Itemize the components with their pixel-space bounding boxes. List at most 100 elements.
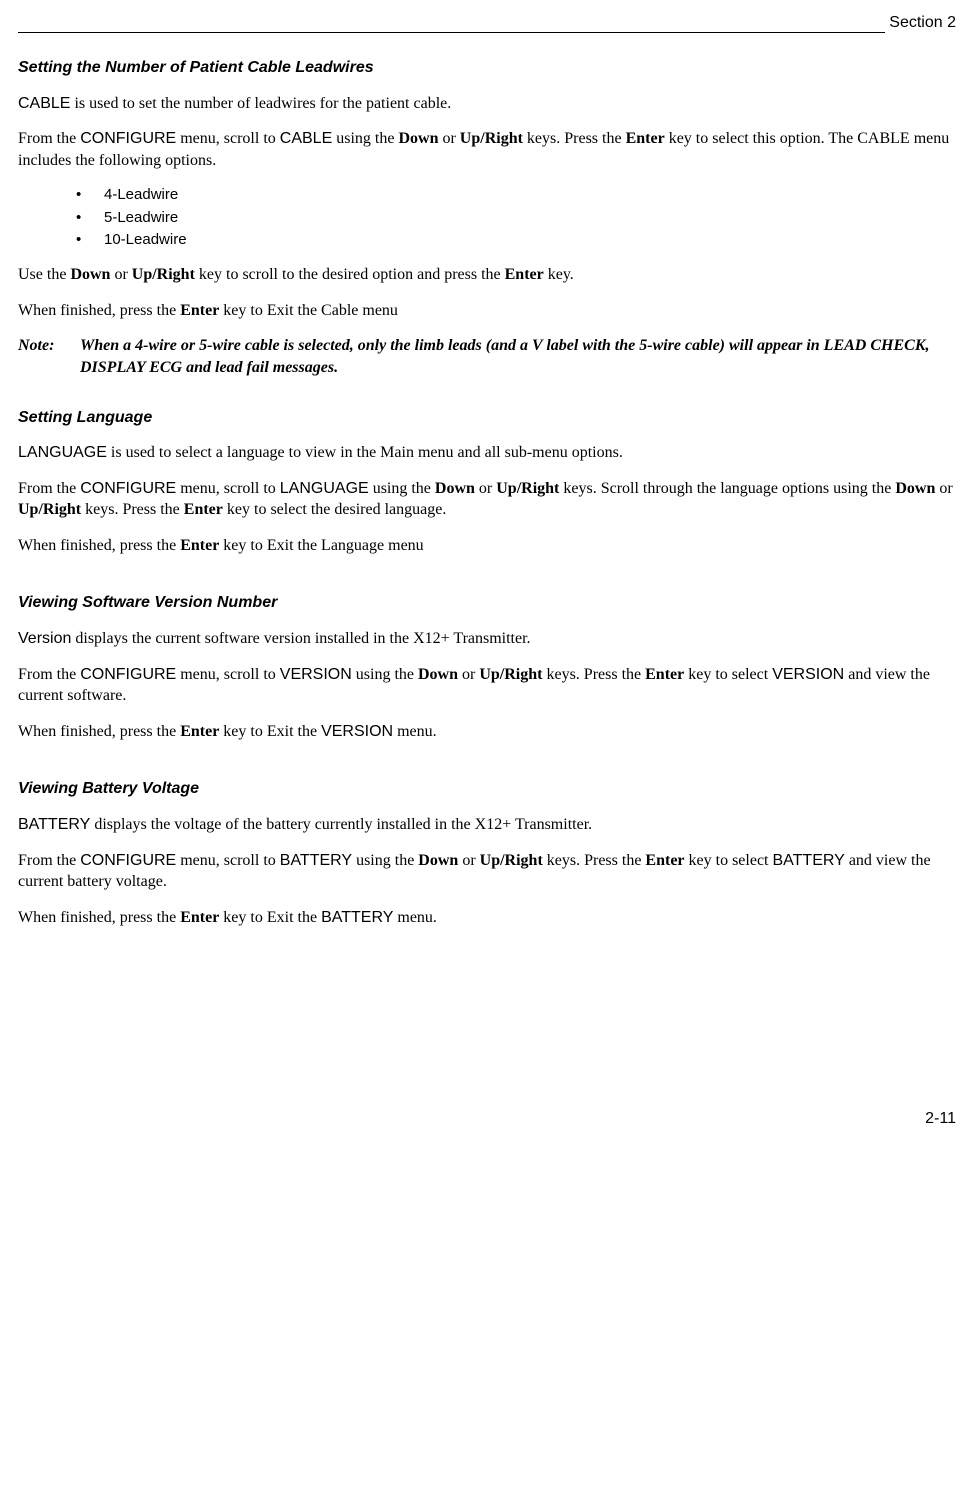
text: When finished, press the	[18, 909, 180, 926]
menu-name-configure: CONFIGURE	[80, 852, 176, 869]
key-down: Down	[70, 266, 110, 283]
key-up-right: Up/Right	[480, 852, 543, 869]
key-up-right: Up/Right	[479, 666, 542, 683]
text: or	[438, 130, 459, 147]
menu-name-language: LANGUAGE	[280, 480, 369, 497]
text: key to Exit the	[219, 723, 321, 740]
text: key to select the desired language.	[223, 501, 446, 518]
text: displays the voltage of the battery curr…	[90, 816, 592, 833]
text: using the	[352, 852, 418, 869]
menu-name-battery: BATTERY	[280, 852, 352, 869]
text: menu.	[393, 909, 437, 926]
battery-intro: BATTERY displays the voltage of the batt…	[18, 814, 956, 836]
text: When finished, press the	[18, 537, 180, 554]
language-intro: LANGUAGE is used to select a language to…	[18, 442, 956, 464]
text: From the	[18, 666, 80, 683]
text: Use the	[18, 266, 70, 283]
menu-name-cable: CABLE	[18, 95, 70, 112]
text: using the	[369, 480, 435, 497]
text: When finished, press the	[18, 302, 180, 319]
text: using the	[352, 666, 418, 683]
text: key to Exit the	[219, 909, 321, 926]
menu-name-configure: CONFIGURE	[80, 480, 176, 497]
cable-note: Note: When a 4-wire or 5-wire cable is s…	[18, 335, 956, 378]
list-item: 5-Leadwire	[76, 208, 956, 228]
text: or	[458, 666, 479, 683]
text: menu, scroll to	[176, 130, 280, 147]
text: keys. Press the	[523, 130, 626, 147]
key-enter: Enter	[645, 852, 684, 869]
key-up-right: Up/Right	[132, 266, 195, 283]
text: key to scroll to the desired option and …	[195, 266, 505, 283]
menu-name-configure: CONFIGURE	[80, 666, 176, 683]
menu-name-version: VERSION	[772, 666, 844, 683]
text: key.	[544, 266, 574, 283]
text: is used to select a language to view in …	[107, 444, 623, 461]
text: key to Exit the Cable menu	[219, 302, 398, 319]
page-number: 2-11	[18, 1108, 956, 1130]
menu-name-battery: BATTERY	[321, 909, 393, 926]
text: or	[475, 480, 496, 497]
text: or	[110, 266, 131, 283]
text: keys. Scroll through the language option…	[559, 480, 895, 497]
list-item: 10-Leadwire	[76, 230, 956, 250]
battery-nav: From the CONFIGURE menu, scroll to BATTE…	[18, 850, 956, 893]
list-item: 4-Leadwire	[76, 185, 956, 205]
note-body: When a 4-wire or 5-wire cable is selecte…	[80, 335, 956, 378]
key-down: Down	[398, 130, 438, 147]
key-enter: Enter	[180, 909, 219, 926]
page-header-rule: Section 2	[18, 12, 956, 33]
text: keys. Press the	[542, 666, 645, 683]
text: From the	[18, 480, 80, 497]
text: menu, scroll to	[176, 666, 280, 683]
heading-cable-leadwires: Setting the Number of Patient Cable Lead…	[18, 57, 956, 79]
menu-name-version: Version	[18, 630, 71, 647]
menu-name-battery: BATTERY	[18, 816, 90, 833]
note-label: Note:	[18, 335, 80, 378]
menu-name-cable: CABLE	[280, 130, 332, 147]
cable-intro: CABLE is used to set the number of leadw…	[18, 93, 956, 115]
menu-name-version: VERSION	[321, 723, 393, 740]
key-up-right: Up/Right	[496, 480, 559, 497]
key-up-right: Up/Right	[18, 501, 81, 518]
heading-version: Viewing Software Version Number	[18, 592, 956, 614]
key-up-right: Up/Right	[460, 130, 523, 147]
text: displays the current software version in…	[71, 630, 530, 647]
text: using the	[332, 130, 398, 147]
section-label: Section 2	[885, 12, 956, 34]
text: key to Exit the Language menu	[219, 537, 423, 554]
text: or	[458, 852, 479, 869]
key-enter: Enter	[180, 537, 219, 554]
key-enter: Enter	[180, 302, 219, 319]
text: menu.	[393, 723, 437, 740]
cable-nav: From the CONFIGURE menu, scroll to CABLE…	[18, 128, 956, 171]
text: When finished, press the	[18, 723, 180, 740]
heading-battery: Viewing Battery Voltage	[18, 778, 956, 800]
text: keys. Press the	[81, 501, 184, 518]
key-enter: Enter	[180, 723, 219, 740]
menu-name-version: VERSION	[280, 666, 352, 683]
menu-name-battery: BATTERY	[773, 852, 845, 869]
battery-exit: When finished, press the Enter key to Ex…	[18, 907, 956, 929]
key-enter: Enter	[184, 501, 223, 518]
key-enter: Enter	[645, 666, 684, 683]
text: menu, scroll to	[176, 852, 280, 869]
text: or	[935, 480, 952, 497]
language-exit: When finished, press the Enter key to Ex…	[18, 535, 956, 557]
version-intro: Version displays the current software ve…	[18, 628, 956, 650]
menu-name-configure: CONFIGURE	[80, 130, 176, 147]
key-enter: Enter	[505, 266, 544, 283]
language-nav: From the CONFIGURE menu, scroll to LANGU…	[18, 478, 956, 521]
version-exit: When finished, press the Enter key to Ex…	[18, 721, 956, 743]
text: From the	[18, 852, 80, 869]
text: keys. Press the	[543, 852, 646, 869]
key-down: Down	[418, 852, 458, 869]
text: menu, scroll to	[176, 480, 280, 497]
key-down: Down	[418, 666, 458, 683]
text: From the	[18, 130, 80, 147]
key-enter: Enter	[626, 130, 665, 147]
key-down: Down	[435, 480, 475, 497]
key-down: Down	[895, 480, 935, 497]
text: key to select	[685, 852, 773, 869]
text: key to select	[684, 666, 772, 683]
